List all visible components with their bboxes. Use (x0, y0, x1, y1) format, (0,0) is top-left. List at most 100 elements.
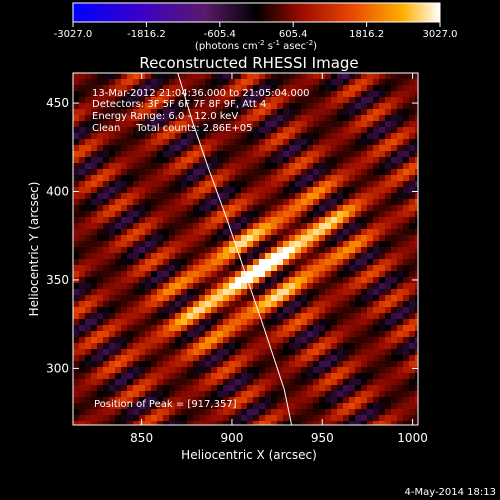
heatmap-cell (241, 337, 248, 344)
heatmap-cell (115, 157, 122, 164)
heatmap-cell (79, 337, 86, 344)
heatmap-cell (379, 361, 386, 368)
heatmap-cell (337, 85, 344, 92)
heatmap-cell (139, 91, 146, 98)
heatmap-cell (73, 187, 80, 194)
heatmap-cell (91, 223, 98, 230)
colorbar-ticks (72, 22, 441, 27)
heatmap-cell (283, 379, 290, 386)
heatmap-cell (355, 193, 362, 200)
heatmap-cell (229, 301, 236, 308)
heatmap-cell (151, 253, 158, 260)
heatmap-cell (403, 415, 410, 422)
heatmap-cell (271, 235, 278, 242)
heatmap-cell (133, 175, 140, 182)
heatmap-cell (187, 265, 194, 272)
heatmap-cell (73, 271, 80, 278)
heatmap-cell (193, 217, 200, 224)
heatmap-cell (349, 217, 356, 224)
heatmap-cell (193, 175, 200, 182)
heatmap-cell (343, 373, 350, 380)
heatmap-cell (361, 385, 368, 392)
heatmap-cell (229, 295, 236, 302)
heatmap-cell (355, 85, 362, 92)
heatmap-cell (379, 121, 386, 128)
heatmap-cell (259, 331, 266, 338)
heatmap-cell (355, 91, 362, 98)
heatmap-cell (145, 349, 152, 356)
heatmap-cell (133, 349, 140, 356)
heatmap-cell (355, 289, 362, 296)
heatmap-cell (403, 403, 410, 410)
x-axis-label: Heliocentric X (arcsec) (181, 448, 317, 462)
heatmap-cell (241, 289, 248, 296)
heatmap-cell (157, 223, 164, 230)
heatmap-cell (415, 133, 418, 140)
heatmap-cell (175, 259, 182, 266)
heatmap-cell (283, 139, 290, 146)
heatmap-cell (313, 259, 320, 266)
heatmap-cell (151, 169, 158, 176)
heatmap-cell (103, 253, 110, 260)
heatmap-cell (205, 385, 212, 392)
heatmap-cell (193, 277, 200, 284)
heatmap-cell (193, 373, 200, 380)
heatmap-cell (109, 217, 116, 224)
heatmap-cell (391, 367, 398, 374)
heatmap-cell (295, 241, 302, 248)
heatmap-cell (115, 283, 122, 290)
heatmap-cell (151, 181, 158, 188)
heatmap-cell (313, 235, 320, 242)
heatmap-cell (169, 259, 176, 266)
heatmap-cell (313, 361, 320, 368)
heatmap-cell (349, 289, 356, 296)
heatmap-cell (139, 325, 146, 332)
heatmap-cell (253, 265, 260, 272)
heatmap-cell (343, 235, 350, 242)
heatmap-cell (97, 415, 104, 422)
heatmap-cell (397, 271, 404, 278)
heatmap-cell (151, 175, 158, 182)
heatmap-cell (295, 187, 302, 194)
heatmap-cell (91, 379, 98, 386)
heatmap-cell (127, 331, 134, 338)
heatmap-cell (223, 85, 230, 92)
heatmap-cell (409, 121, 416, 128)
heatmap-cell (337, 103, 344, 110)
heatmap-cell (127, 91, 134, 98)
heatmap-cell (325, 379, 332, 386)
heatmap-cell (385, 103, 392, 110)
heatmap-cell (265, 415, 272, 422)
heatmap-cell (97, 199, 104, 206)
heatmap-cell (397, 175, 404, 182)
heatmap-cell (283, 271, 290, 278)
heatmap-cell (337, 403, 344, 410)
heatmap-cell (259, 229, 266, 236)
heatmap-cell (235, 337, 242, 344)
heatmap-cell (163, 367, 170, 374)
heatmap-cell (361, 343, 368, 350)
heatmap-cell (169, 253, 176, 260)
heatmap-cell (145, 181, 152, 188)
heatmap-cell (379, 289, 386, 296)
heatmap-cell (397, 253, 404, 260)
heatmap-cell (97, 307, 104, 314)
heatmap-cell (145, 313, 152, 320)
heatmap-cell (337, 253, 344, 260)
heatmap-cell (349, 349, 356, 356)
heatmap-cell (331, 355, 338, 362)
heatmap-cell (151, 391, 158, 398)
heatmap-cell (157, 163, 164, 170)
heatmap-cell (175, 253, 182, 260)
heatmap-cell (289, 181, 296, 188)
heatmap-cell (415, 217, 418, 224)
heatmap-cell (73, 229, 80, 236)
heatmap-cell (205, 361, 212, 368)
heatmap-cell (343, 277, 350, 284)
heatmap-cell (139, 253, 146, 260)
heatmap-cell (265, 391, 272, 398)
heatmap-cell (211, 235, 218, 242)
heatmap-cell (319, 283, 326, 290)
heatmap-cell (133, 217, 140, 224)
heatmap-cell (223, 97, 230, 104)
